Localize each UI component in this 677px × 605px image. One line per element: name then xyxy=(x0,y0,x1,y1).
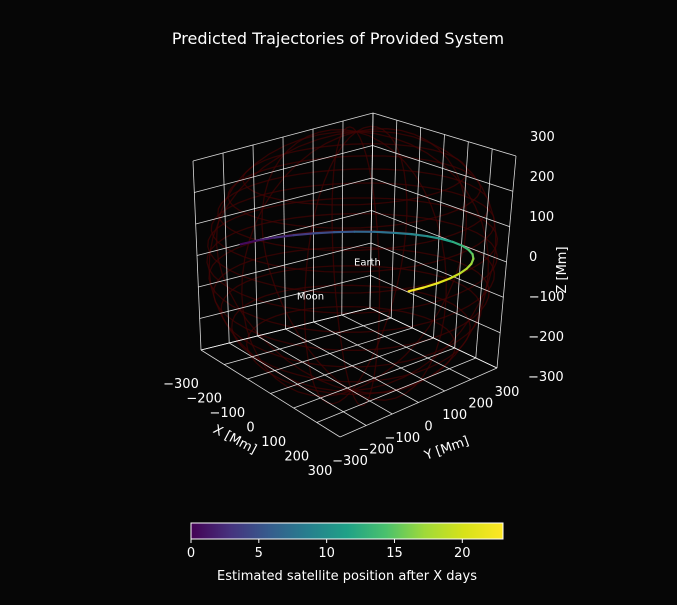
trajectory-segment xyxy=(273,234,295,239)
grid-line-z-right xyxy=(371,177,510,228)
trajectory-segment xyxy=(312,231,336,235)
trajectory-line xyxy=(239,230,475,293)
trajectory-segment xyxy=(451,240,464,247)
trajectory-segment xyxy=(373,230,395,234)
grid-line-z-left xyxy=(196,210,372,256)
trajectory-segment xyxy=(458,267,468,275)
trajectory-segment xyxy=(448,272,461,280)
trajectory-segment xyxy=(255,236,276,242)
colorbar-ticks: 0 5 10 15 20 xyxy=(187,539,471,561)
z-tick-label: 0 xyxy=(529,250,537,265)
x-tick-label: 0 xyxy=(246,421,254,436)
floor-pane xyxy=(201,308,497,437)
grid-line-z-right xyxy=(372,112,517,157)
trajectory-segment xyxy=(239,239,258,246)
body-markers: Earth Moon xyxy=(297,257,381,302)
colorbar-gradient xyxy=(190,522,504,540)
x-tick-label: −200 xyxy=(186,392,222,407)
y-tick-label: 0 xyxy=(424,420,432,435)
y-tick-label: −100 xyxy=(384,431,420,446)
x-tick-label: −100 xyxy=(209,406,245,421)
grid-line-y-floor xyxy=(313,321,445,392)
colorbar-tick-label: 15 xyxy=(386,546,403,561)
grid-line-y-floor xyxy=(200,349,341,438)
y-tick-label: 300 xyxy=(495,385,520,400)
colorbar-tick-label: 5 xyxy=(255,546,263,561)
grid-line-z-right xyxy=(371,210,507,263)
body-label-earth: Earth xyxy=(354,257,381,268)
x-tick-label: 100 xyxy=(261,435,286,450)
trajectory-segment xyxy=(392,231,413,236)
colorbar-tick-label: 10 xyxy=(318,546,335,561)
z-tick-label: 200 xyxy=(530,170,555,185)
trajectory-segment xyxy=(465,262,473,270)
grid-line-z-left xyxy=(200,307,371,351)
grid-line-y-floor xyxy=(257,335,393,415)
grid-line-y-floor xyxy=(228,342,367,426)
z-tick-label: 300 xyxy=(530,130,555,145)
trajectory-segment xyxy=(436,277,451,285)
y-tick-label: 100 xyxy=(442,408,467,423)
trajectory-segment xyxy=(292,232,315,237)
trajectory-segment xyxy=(407,286,425,293)
grid-line-z-right xyxy=(372,145,513,192)
colorbar-tick-label: 20 xyxy=(454,546,471,561)
right-pane xyxy=(370,113,516,368)
grid-line-z-left xyxy=(199,275,371,319)
z-axis-label: Z [Mm] xyxy=(555,246,570,293)
x-tick-label: 300 xyxy=(308,464,333,479)
z-tick-label: −100 xyxy=(529,290,565,305)
trajectory-segment xyxy=(460,244,470,251)
z-tick-label: −300 xyxy=(528,370,564,385)
chart-title: Predicted Trajectories of Provided Syste… xyxy=(172,29,504,48)
trajectory-segment xyxy=(332,230,356,234)
grid-line-y-floor xyxy=(341,314,471,380)
z-tick-label: 100 xyxy=(529,210,554,225)
y-tick-label: 200 xyxy=(468,397,493,412)
grid-line-z-right xyxy=(369,307,498,369)
x-tick-label: −300 xyxy=(163,377,199,392)
trajectory-segment xyxy=(410,233,429,238)
y-tick-label: −200 xyxy=(358,443,394,458)
grid-line-z-left xyxy=(198,242,372,288)
grid-line-z-left xyxy=(195,177,373,225)
y-axis-label: Y [Mm] xyxy=(422,434,471,464)
grid-line-y-floor xyxy=(285,328,419,403)
left-pane xyxy=(193,113,373,350)
x-tick-label: 200 xyxy=(284,450,309,465)
y-tick-label: −300 xyxy=(332,454,368,469)
grid-line-z-right xyxy=(370,242,504,298)
body-label-moon: Moon xyxy=(297,291,324,302)
colorbar-label: Estimated satellite position after X day… xyxy=(217,569,477,584)
z-tick-label: −200 xyxy=(528,330,564,345)
grid-line-z-left xyxy=(192,112,374,162)
axis-ticks: −300−200−1000100200300−300−200−100010020… xyxy=(163,130,564,479)
colorbar: 0 5 10 15 20 Estimated satellite position af… xyxy=(187,522,504,584)
trajectory-segment xyxy=(440,237,454,243)
grid-line-z-left xyxy=(194,145,373,193)
trajectory-segment xyxy=(422,282,439,289)
trajectory-segment xyxy=(426,235,443,240)
colorbar-tick-label: 0 xyxy=(187,546,195,561)
axis-panes xyxy=(193,113,516,437)
grid-line-z-right xyxy=(370,275,501,334)
